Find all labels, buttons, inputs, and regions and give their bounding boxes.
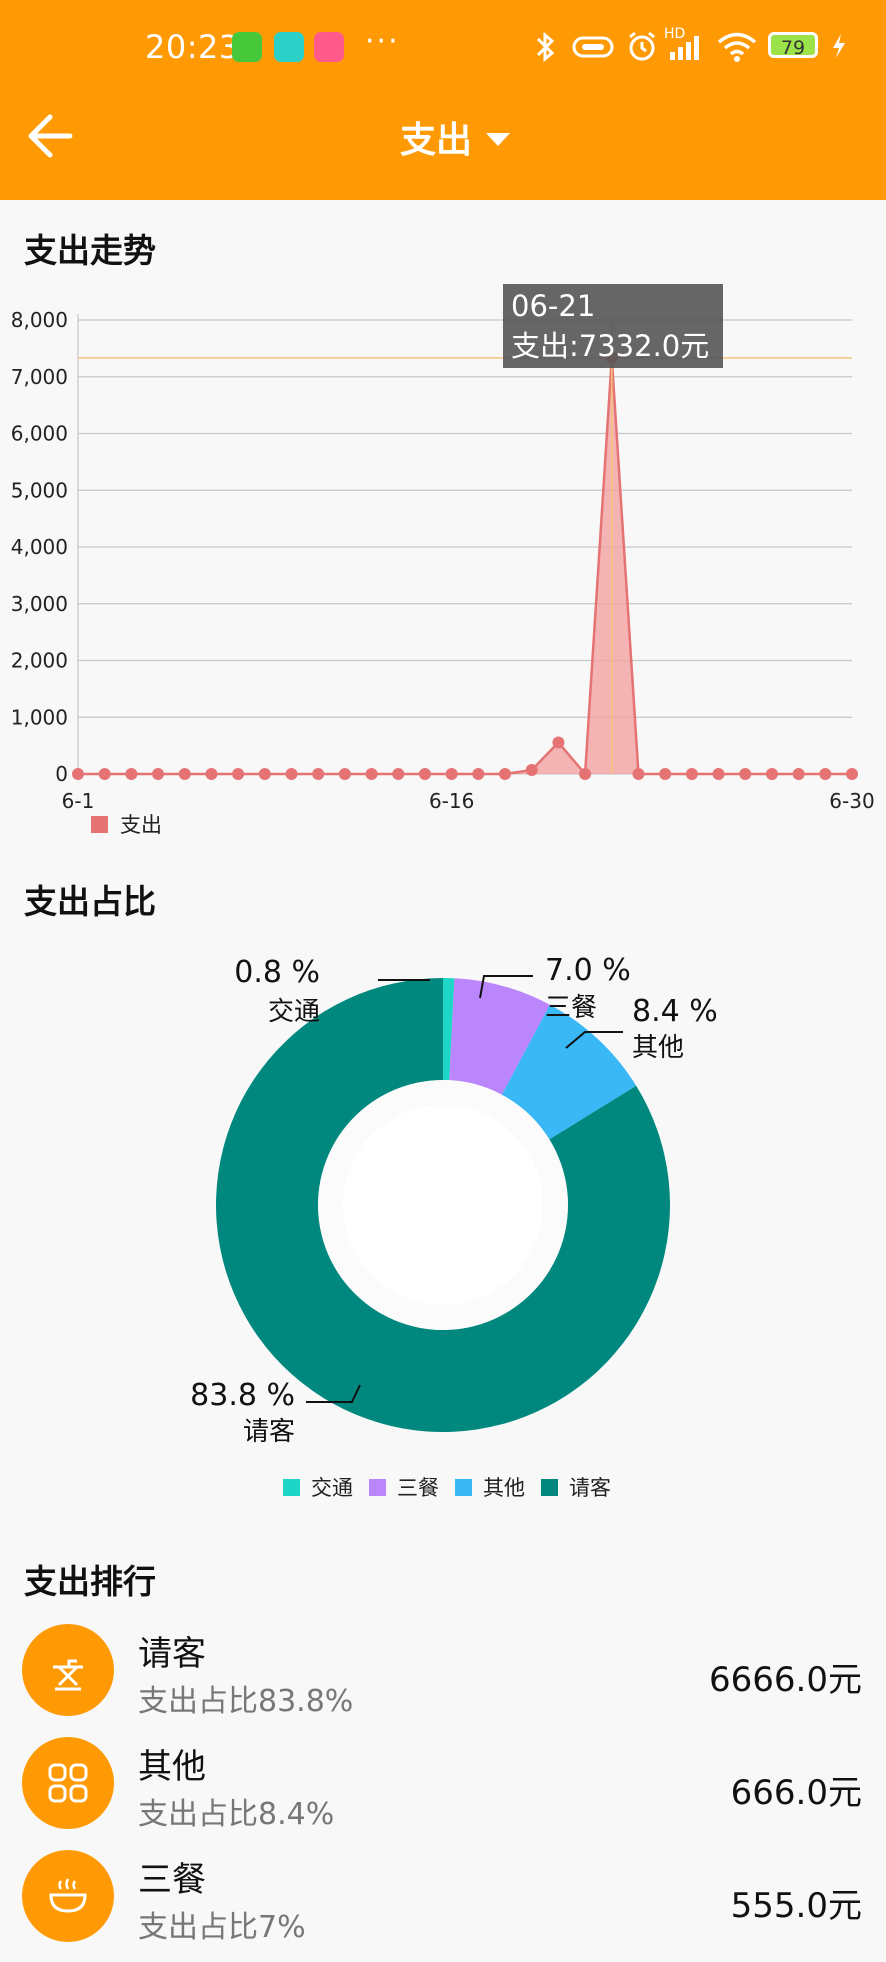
y-tick-label: 6,000	[11, 422, 68, 446]
data-point[interactable]	[579, 768, 591, 780]
data-point[interactable]	[366, 768, 378, 780]
y-tick-label: 5,000	[11, 478, 68, 502]
legend-label: 其他	[483, 1476, 525, 1500]
data-point[interactable]	[392, 768, 404, 780]
data-point[interactable]	[232, 768, 244, 780]
ranking-item-qingke[interactable]: 请客 支出占比83.8% 6666.0元	[0, 1624, 886, 1736]
series-line	[78, 358, 852, 774]
data-point[interactable]	[846, 768, 858, 780]
ranking-item-qita[interactable]: 其他 支出占比8.4% 666.0元	[0, 1737, 886, 1849]
tooltip-date: 06-21	[511, 289, 595, 323]
data-point[interactable]	[179, 768, 191, 780]
ranking-percent: 支出占比8.4%	[138, 1789, 334, 1833]
data-point[interactable]	[152, 768, 164, 780]
ranking-name: 三餐	[138, 1852, 206, 1901]
pie-name-label: 请客	[243, 1417, 295, 1447]
pie-name-label: 其他	[632, 1033, 684, 1063]
ranking-percent: 支出占比83.8%	[138, 1676, 353, 1720]
pie-legend: 交通 三餐 其他 请客	[283, 1476, 611, 1500]
data-point[interactable]	[286, 768, 298, 780]
ranking-percent: 支出占比7%	[138, 1902, 306, 1946]
legend-label: 支出	[120, 813, 162, 837]
tooltip-value: 支出:7332.0元	[511, 329, 709, 363]
legend-swatch	[91, 816, 108, 833]
bowl-icon	[22, 1850, 114, 1942]
data-point[interactable]	[659, 768, 671, 780]
legend-swatch	[369, 1479, 386, 1496]
trend-chart[interactable]: 0 1,000 2,000 3,000 4,000 5,000 6,000 7,000 8,00…	[0, 0, 886, 860]
ranking-amount: 666.0元	[731, 1765, 862, 1814]
data-point[interactable]	[632, 768, 644, 780]
x-tick-label: 6-30	[829, 789, 874, 813]
pie-name-label: 三餐	[545, 993, 597, 1023]
y-tick-label: 1,000	[11, 705, 68, 729]
y-tick-label: 0	[55, 762, 68, 786]
data-point[interactable]	[766, 768, 778, 780]
y-tick-label: 7,000	[11, 365, 68, 389]
ranking-section-title: 支出排行	[24, 1555, 156, 1603]
y-tick-label: 8,000	[11, 308, 68, 332]
legend-label: 三餐	[397, 1476, 439, 1500]
pie-percent-label: 8.4 %	[632, 994, 718, 1029]
x-tick-label: 6-16	[429, 789, 474, 813]
y-tick-label: 3,000	[11, 592, 68, 616]
data-point[interactable]	[205, 768, 217, 780]
pie-percent-label: 83.8 %	[190, 1378, 295, 1413]
grid-icon	[22, 1737, 114, 1829]
legend-label: 交通	[311, 1476, 353, 1500]
ranking-amount: 6666.0元	[709, 1652, 862, 1701]
data-point[interactable]	[312, 768, 324, 780]
ranking-name: 其他	[138, 1739, 206, 1788]
series-area	[78, 358, 852, 774]
pie-percent-label: 0.8 %	[234, 955, 320, 990]
data-point[interactable]	[446, 768, 458, 780]
ranking-item-sancan[interactable]: 三餐 支出占比7% 555.0元	[0, 1850, 886, 1962]
data-point[interactable]	[499, 768, 511, 780]
data-point[interactable]	[819, 768, 831, 780]
legend-swatch	[283, 1479, 300, 1496]
data-point[interactable]	[686, 768, 698, 780]
pie-percent-label: 7.0 %	[545, 953, 631, 988]
data-point[interactable]	[339, 768, 351, 780]
ironing-icon	[22, 1624, 114, 1716]
legend-label: 请客	[569, 1476, 611, 1500]
data-point[interactable]	[419, 768, 431, 780]
data-point[interactable]	[526, 764, 538, 776]
data-point[interactable]	[125, 768, 137, 780]
pie-name-label: 交通	[268, 997, 320, 1027]
y-tick-label: 4,000	[11, 535, 68, 559]
data-point[interactable]	[739, 768, 751, 780]
data-point[interactable]	[259, 768, 271, 780]
y-tick-label: 2,000	[11, 649, 68, 673]
ranking-name: 请客	[138, 1626, 206, 1675]
x-tick-label: 6-1	[62, 789, 95, 813]
data-point[interactable]	[713, 768, 725, 780]
data-point[interactable]	[472, 768, 484, 780]
legend-swatch	[541, 1479, 558, 1496]
share-section-title: 支出占比	[24, 875, 156, 923]
donut-hole	[343, 1105, 543, 1305]
data-point[interactable]	[72, 768, 84, 780]
data-point[interactable]	[99, 768, 111, 780]
legend-swatch	[455, 1479, 472, 1496]
data-point[interactable]	[552, 737, 564, 749]
data-point[interactable]	[793, 768, 805, 780]
